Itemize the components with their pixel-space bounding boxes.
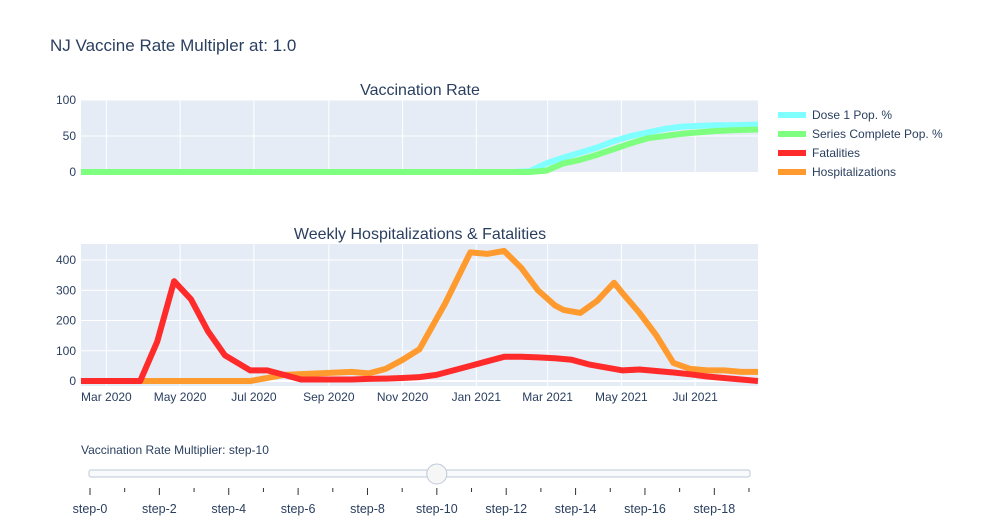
x-tick-label: Jul 2020	[231, 390, 277, 404]
date-x-ticks: Mar 2020 May 2020 Jul 2020 Sep 2020 Nov 2020…	[81, 390, 718, 404]
slider-current-label: Vaccination Rate Multiplier: step-10	[81, 443, 269, 457]
legend-item-label: Fatalities	[812, 146, 860, 160]
legend-item-label: Dose 1 Pop. %	[812, 108, 892, 122]
vaccination-rate-title: Vaccination Rate	[360, 82, 480, 99]
hosp-fatalities-y-tick-label: 200	[56, 314, 76, 328]
slider-step-label[interactable]: step-2	[142, 502, 177, 516]
x-tick-label: May 2020	[154, 390, 207, 404]
slider-step-label[interactable]: step-18	[693, 502, 735, 516]
hosp-fatalities-y-tick-label: 100	[56, 344, 76, 358]
slider-step-label[interactable]: step-4	[211, 502, 246, 516]
slider-step-label[interactable]: step-8	[350, 502, 385, 516]
hosp-fatalities-plot-area	[81, 244, 758, 386]
fatalities-line	[81, 278, 759, 384]
x-tick-label: Mar 2020	[81, 390, 132, 404]
slider-step-label[interactable]: step-12	[485, 502, 527, 516]
slider-step-label[interactable]: step-14	[555, 502, 597, 516]
slider-step-label[interactable]: step-10	[416, 502, 458, 516]
x-tick-label: Nov 2020	[377, 390, 429, 404]
slider-step-label[interactable]: step-16	[624, 502, 666, 516]
x-tick-label: Sep 2020	[303, 390, 355, 404]
hosp-fatalities-y-tick-label: 300	[56, 283, 76, 297]
vaccination-y-tick-label: 100	[56, 93, 76, 107]
slider-step-label[interactable]: step-0	[73, 502, 108, 516]
figure-title: NJ Vaccine Rate Multipler at: 1.0	[50, 36, 296, 55]
slider-handle[interactable]	[426, 463, 448, 485]
vaccination-series	[81, 121, 759, 175]
hospitalizations-line	[81, 247, 758, 384]
legend-item-label: Hospitalizations	[812, 165, 896, 179]
slider-step-labels: step-0 step-2 step-4 step-6 step-8 step-10 ste…	[73, 502, 736, 516]
slider-ticks	[89, 488, 750, 495]
x-tick-label: Mar 2021	[522, 390, 573, 404]
vaccination-y-tick-label: 0	[69, 165, 76, 179]
slider-rail[interactable]	[88, 469, 751, 478]
hosp-fatalities-title: Weekly Hospitalizations & Fatalities	[294, 226, 546, 243]
vaccination-y-ticks: 0 50 100	[56, 93, 76, 179]
x-tick-label: May 2021	[595, 390, 648, 404]
series-complete-line	[81, 126, 759, 175]
hosp-fatalities-series	[81, 247, 759, 384]
vaccination-y-tick-label: 50	[63, 129, 77, 143]
hosp-fatalities-y-tick-label: 400	[56, 253, 76, 267]
hosp-fatalities-y-tick-label: 0	[69, 374, 76, 388]
legend: Dose 1 Pop. % Series Complete Pop. % Fatal…	[778, 108, 943, 179]
slider-step-label[interactable]: step-6	[281, 502, 316, 516]
x-tick-label: Jul 2021	[672, 390, 718, 404]
x-tick-label: Jan 2021	[452, 390, 502, 404]
legend-item-label: Series Complete Pop. %	[812, 127, 943, 141]
hosp-fatalities-y-ticks: 0 100 200 300 400	[56, 253, 76, 388]
